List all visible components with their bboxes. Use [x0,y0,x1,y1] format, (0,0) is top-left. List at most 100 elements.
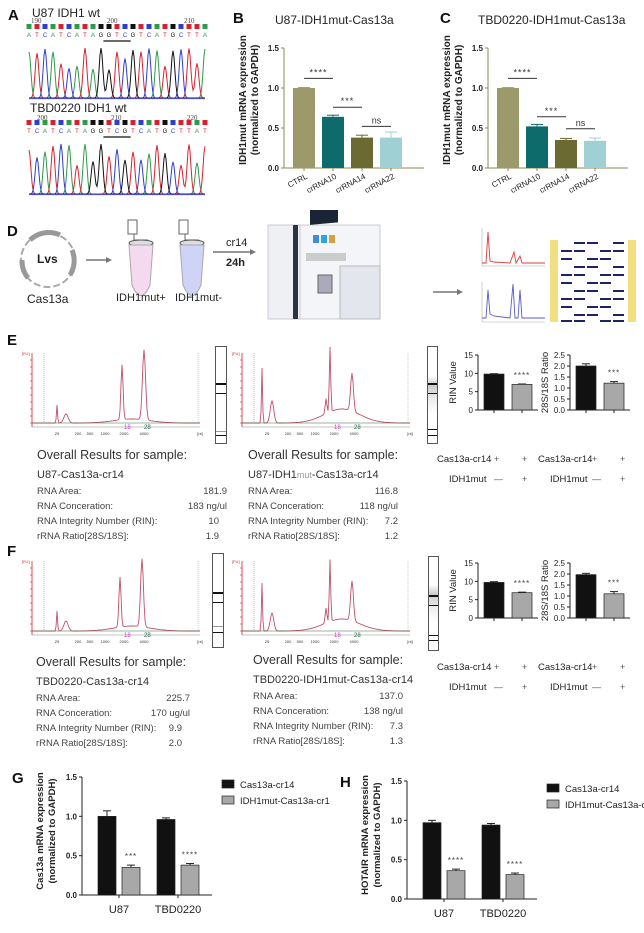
result-label: rRNA Ratio[28S/18S]: [248,531,340,542]
x-tick-label: 25 [265,431,270,436]
y-tick-label: 15 [464,559,473,568]
results-f-left: Overall Results for sample: TBD0220-Cas1… [36,655,190,749]
result-value: 10 [208,516,219,527]
base-letter: T [163,33,167,39]
condition-label-cas13a: Cas13a-cr14 [437,454,492,465]
bar [511,592,533,619]
base-letter: T [83,33,87,39]
condition-value: + [620,662,626,672]
significance-label: *** [125,852,137,861]
base-call-box [178,120,184,125]
significance-label: **** [513,67,531,77]
condition-label-idh1mut: IDH1mut [449,474,487,485]
base-call-box [170,120,176,125]
gel-band [613,266,624,268]
y-tick-label: 10 [464,577,473,586]
marker-18s: 18 [124,425,131,431]
base-call-box [66,120,72,125]
gel-band [574,266,585,268]
base-call-box [154,120,160,125]
gel-band [574,298,585,300]
trace1-start-num: 190 [31,17,42,25]
y-tick-label: 0.0 [554,406,566,415]
base-letter: T [179,129,183,135]
y-tick-label: 1.0 [268,84,280,93]
significance-label: **** [514,371,530,380]
gel-band [600,320,611,322]
significance-label: **** [448,856,464,865]
electropherogram-f-left: [FU] 25 200 500 1000 2000 4000 [nt] 18 28 [22,558,203,644]
base-call-box [66,24,72,29]
base-letter: A [91,33,95,39]
results-heading: Overall Results for sample: [248,448,399,462]
results-e-left: Overall Results for sample: U87-Cas13a-c… [37,448,227,542]
bar [511,383,533,411]
x-tick-label: crRNA10 [509,172,542,195]
bar [481,824,501,900]
x-tick-label: 25 [265,639,270,644]
result-value: 1.3 [389,736,403,747]
result-value: 1.9 [205,531,219,542]
results-sample-name: U87-Cas13a-cr14 [37,469,124,481]
y-unit-label: [FU] [22,351,30,356]
x-tick-label: crRNA22 [363,172,396,195]
bar [603,593,625,619]
legend-swatch [546,783,560,793]
y-axis-label: IDH1mut mRNA expression [442,35,453,165]
chart-b-title: U87-IDH1mut-Cas13a [275,13,394,27]
y-unit-label: [FU] [232,351,240,356]
x-tick-label: crRNA10 [305,172,338,195]
y-tick-label: 0.5 [554,395,566,404]
gel-band [600,298,611,300]
base-call-box [42,24,48,29]
base-call-box [50,120,56,125]
base-letter: C [115,129,120,135]
base-letter: C [123,33,128,39]
gel-band [613,314,624,316]
x-tick-label: [nt] [407,431,413,436]
trace2-end-num: 220 [187,114,198,122]
base-call-box [74,24,80,29]
y-tick-label: 1.0 [391,816,403,825]
bar [505,874,525,900]
base-letter: A [75,33,79,39]
gel-band [561,298,572,300]
result-label: RNA Area: [37,486,82,497]
base-letter: A [43,129,47,135]
bar [584,140,606,168]
y-tick-label: 0.0 [472,164,484,173]
base-call-box [194,24,200,29]
panel-letter-d: D [7,223,18,240]
results-heading: Overall Results for sample: [253,653,404,667]
base-letter: C [59,129,64,135]
y-axis-label: (normalized to GAPDH) [454,45,465,156]
y-tick-label: 1.5 [391,777,403,786]
y-tick-label: 0.5 [391,856,403,865]
base-call-box [130,120,136,125]
result-label: RNA Integrity Number (RIN): [37,516,158,527]
panel-letter-c: C [440,10,451,27]
x-tick-label: 500 [297,431,304,436]
base-call-box [122,120,128,125]
workflow-diagram [19,210,636,323]
condition-value: + [620,682,626,692]
gel-band [587,266,598,268]
base-call-box [138,24,144,29]
base-letter: C [147,33,152,39]
base-letter: C [171,129,176,135]
base-letter: G [123,129,128,135]
base-letter: T [131,129,135,135]
condition-label-cas13a: Cas13a-cr14 [538,662,593,673]
trace2-mid-num: 210 [111,114,122,122]
base-call-box [122,24,128,29]
gel-band [574,290,585,292]
result-label: RNA Integrity Number (RIN): [253,721,374,732]
condition-value: + [522,474,528,484]
x-tick-label: 25 [55,431,60,436]
base-letter: A [51,33,55,39]
gel-band [613,274,624,276]
y-tick-label: 0.0 [391,895,403,904]
marker-28s: 28 [354,633,361,639]
result-value: 2.0 [168,738,182,749]
base-call-box [114,24,120,29]
